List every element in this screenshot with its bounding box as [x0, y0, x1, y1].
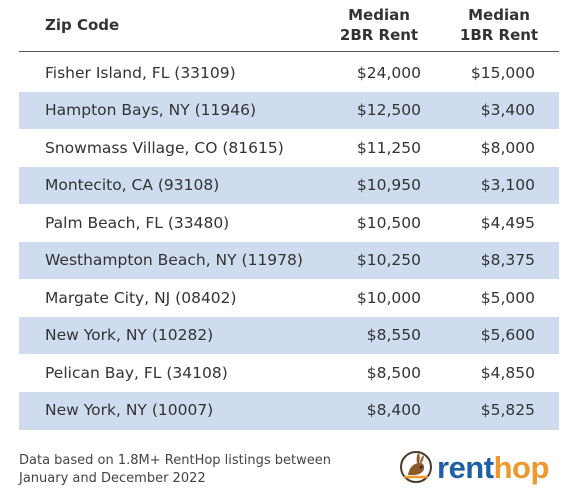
table-row: Fisher Island, FL (33109) $24,000 $15,00…: [19, 54, 559, 92]
table-row: Montecito, CA (93108) $10,950 $3,100: [19, 166, 559, 204]
rent-1br-cell: $4,850: [480, 363, 535, 382]
rent-2br-cell: $11,250: [356, 138, 421, 157]
table-row: New York, NY (10282) $8,550 $5,600: [19, 316, 559, 354]
zip-cell: Pelican Bay, FL (34108): [45, 363, 228, 382]
rent-table: Zip Code Median 2BR Rent Median 1BR Rent…: [19, 0, 559, 429]
table-body: Fisher Island, FL (33109) $24,000 $15,00…: [19, 54, 559, 429]
header-median-1br-line2: 1BR Rent: [459, 25, 539, 44]
rent-2br-cell: $8,550: [366, 326, 421, 345]
rent-1br-cell: $4,495: [480, 213, 535, 232]
rent-2br-cell: $8,400: [366, 401, 421, 420]
rent-2br-cell: $10,500: [356, 213, 421, 232]
zip-cell: Montecito, CA (93108): [45, 176, 220, 195]
table-row: New York, NY (10007) $8,400 $5,825: [19, 391, 559, 429]
rent-1br-cell: $15,000: [470, 63, 535, 82]
zip-cell: New York, NY (10282): [45, 326, 214, 345]
header-median-2br-line2: 2BR Rent: [339, 25, 419, 44]
table-bottom-divider: [19, 429, 559, 430]
header-zip-code: Zip Code: [45, 15, 120, 34]
rent-1br-cell: $8,375: [480, 251, 535, 270]
data-source-footnote: Data based on 1.8M+ RentHop listings bet…: [19, 452, 349, 488]
renthop-bunny-icon: [399, 450, 433, 484]
table-row: Snowmass Village, CO (81615) $11,250 $8,…: [19, 129, 559, 167]
renthop-wordmark: renthop: [437, 452, 549, 483]
rent-1br-cell: $3,400: [480, 101, 535, 120]
rent-2br-cell: $12,500: [356, 101, 421, 120]
rent-2br-cell: $10,950: [356, 176, 421, 195]
rent-2br-cell: $24,000: [356, 63, 421, 82]
zip-cell: Fisher Island, FL (33109): [45, 63, 236, 82]
rent-1br-cell: $5,600: [480, 326, 535, 345]
table-row: Margate City, NJ (08402) $10,000 $5,000: [19, 279, 559, 317]
rent-1br-cell: $5,825: [480, 401, 535, 420]
zip-cell: Palm Beach, FL (33480): [45, 213, 230, 232]
rent-2br-cell: $8,500: [366, 363, 421, 382]
table-row: Hampton Bays, NY (11946) $12,500 $3,400: [19, 91, 559, 129]
footnote-line-2: January and December 2022: [19, 471, 206, 486]
zip-cell: Snowmass Village, CO (81615): [45, 138, 284, 157]
zip-cell: Hampton Bays, NY (11946): [45, 101, 257, 120]
zip-cell: Westhampton Beach, NY (11978): [45, 251, 303, 270]
footnote-line-1: Data based on 1.8M+ RentHop listings bet…: [19, 453, 331, 468]
rent-2br-cell: $10,000: [356, 288, 421, 307]
header-median-1br: Median 1BR Rent: [439, 6, 559, 45]
header-median-1br-line1: Median: [468, 6, 530, 24]
table-row: Pelican Bay, FL (34108) $8,500 $4,850: [19, 354, 559, 392]
table-row: Palm Beach, FL (33480) $10,500 $4,495: [19, 204, 559, 242]
rent-1br-cell: $3,100: [480, 176, 535, 195]
rent-2br-cell: $10,250: [356, 251, 421, 270]
table-row: Westhampton Beach, NY (11978) $10,250 $8…: [19, 241, 559, 279]
header-median-2br: Median 2BR Rent: [319, 6, 439, 45]
table-header: Zip Code Median 2BR Rent Median 1BR Rent: [19, 0, 559, 52]
logo-text-rent: rent: [437, 449, 494, 485]
rent-1br-cell: $8,000: [480, 138, 535, 157]
zip-cell: New York, NY (10007): [45, 401, 214, 420]
rent-1br-cell: $5,000: [480, 288, 535, 307]
renthop-logo: renthop: [399, 448, 549, 486]
logo-text-hop: hop: [493, 449, 550, 485]
header-median-2br-line1: Median: [348, 6, 410, 24]
zip-cell: Margate City, NJ (08402): [45, 288, 237, 307]
